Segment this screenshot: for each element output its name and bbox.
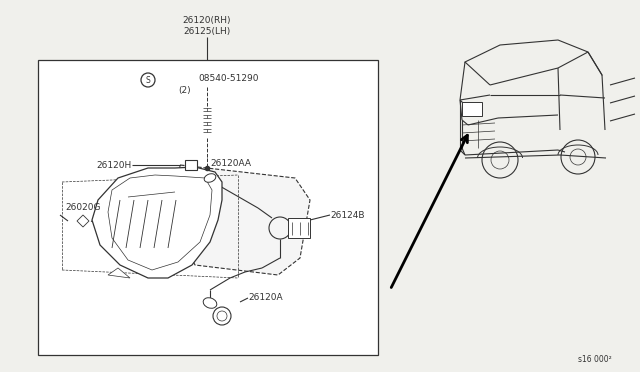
- Bar: [462, 102, 482, 116]
- Bar: [38, 60, 378, 355]
- Polygon shape: [92, 167, 222, 278]
- Text: S: S: [146, 76, 150, 84]
- Polygon shape: [178, 165, 310, 275]
- Ellipse shape: [204, 174, 216, 182]
- Text: 26120(RH): 26120(RH): [183, 16, 231, 25]
- Text: 26020G: 26020G: [65, 202, 100, 212]
- Text: 26124B: 26124B: [330, 211, 365, 219]
- FancyBboxPatch shape: [288, 218, 310, 238]
- Text: 08540-51290: 08540-51290: [198, 74, 259, 83]
- Text: s16 000²: s16 000²: [579, 356, 612, 365]
- Text: 26120A: 26120A: [248, 294, 283, 302]
- Bar: [185, 160, 197, 170]
- Polygon shape: [77, 215, 89, 227]
- Polygon shape: [108, 268, 130, 278]
- Text: 26120AA: 26120AA: [210, 158, 251, 167]
- Polygon shape: [108, 175, 212, 270]
- Text: (2): (2): [178, 86, 191, 94]
- Text: 26120H: 26120H: [97, 160, 132, 170]
- Text: 26125(LH): 26125(LH): [184, 26, 230, 35]
- Ellipse shape: [204, 298, 217, 308]
